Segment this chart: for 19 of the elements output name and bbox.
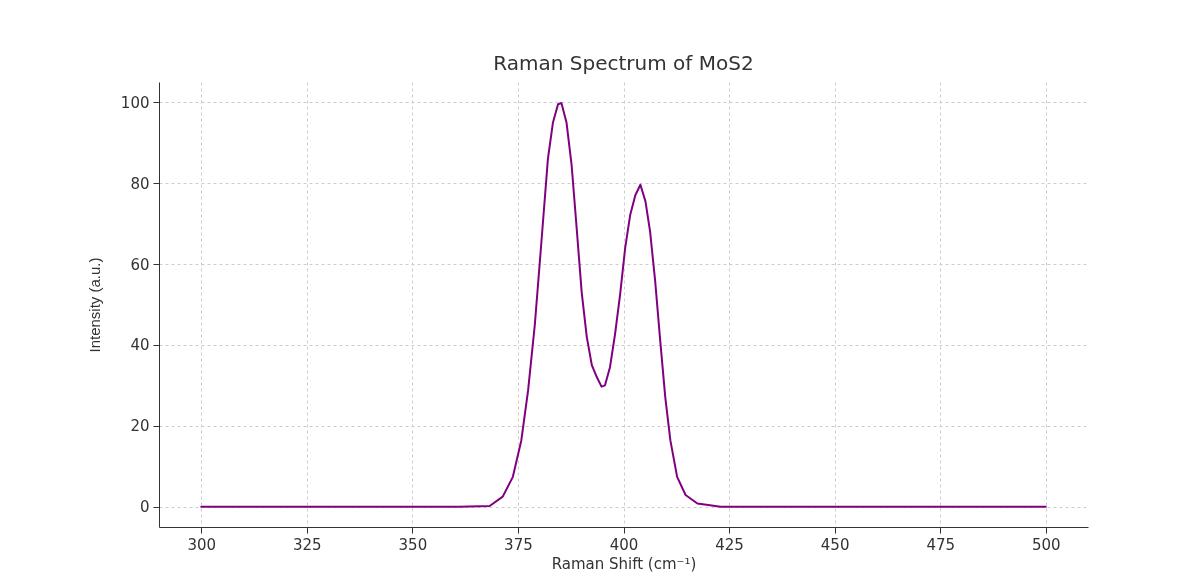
x-tick-label: 500 (1031, 535, 1061, 554)
line-series (200, 102, 1047, 508)
y-tick-label: 0 (139, 498, 150, 517)
x-tick-label: 400 (609, 535, 639, 554)
y-tick-label: 80 (130, 174, 150, 193)
y-axis-title: Intensity (a.u.) (85, 257, 103, 353)
x-tick-label: 350 (398, 535, 428, 554)
chart-title: Raman Spectrum of MoS2 (493, 51, 754, 75)
x-tick-label: 425 (715, 535, 744, 554)
y-tick-label: 100 (120, 93, 150, 112)
y-tick-label: 20 (130, 417, 150, 436)
y-tick-label: 40 (130, 336, 150, 355)
x-tick-label: 450 (820, 535, 850, 554)
x-tick-label: 300 (187, 535, 217, 554)
x-tick-label: 325 (292, 535, 322, 554)
x-tick-label: 475 (926, 535, 956, 554)
x-tick-label: 375 (504, 535, 533, 554)
y-tick-label: 60 (130, 255, 150, 274)
x-axis-title: Raman Shift (cm⁻¹) (551, 554, 697, 573)
